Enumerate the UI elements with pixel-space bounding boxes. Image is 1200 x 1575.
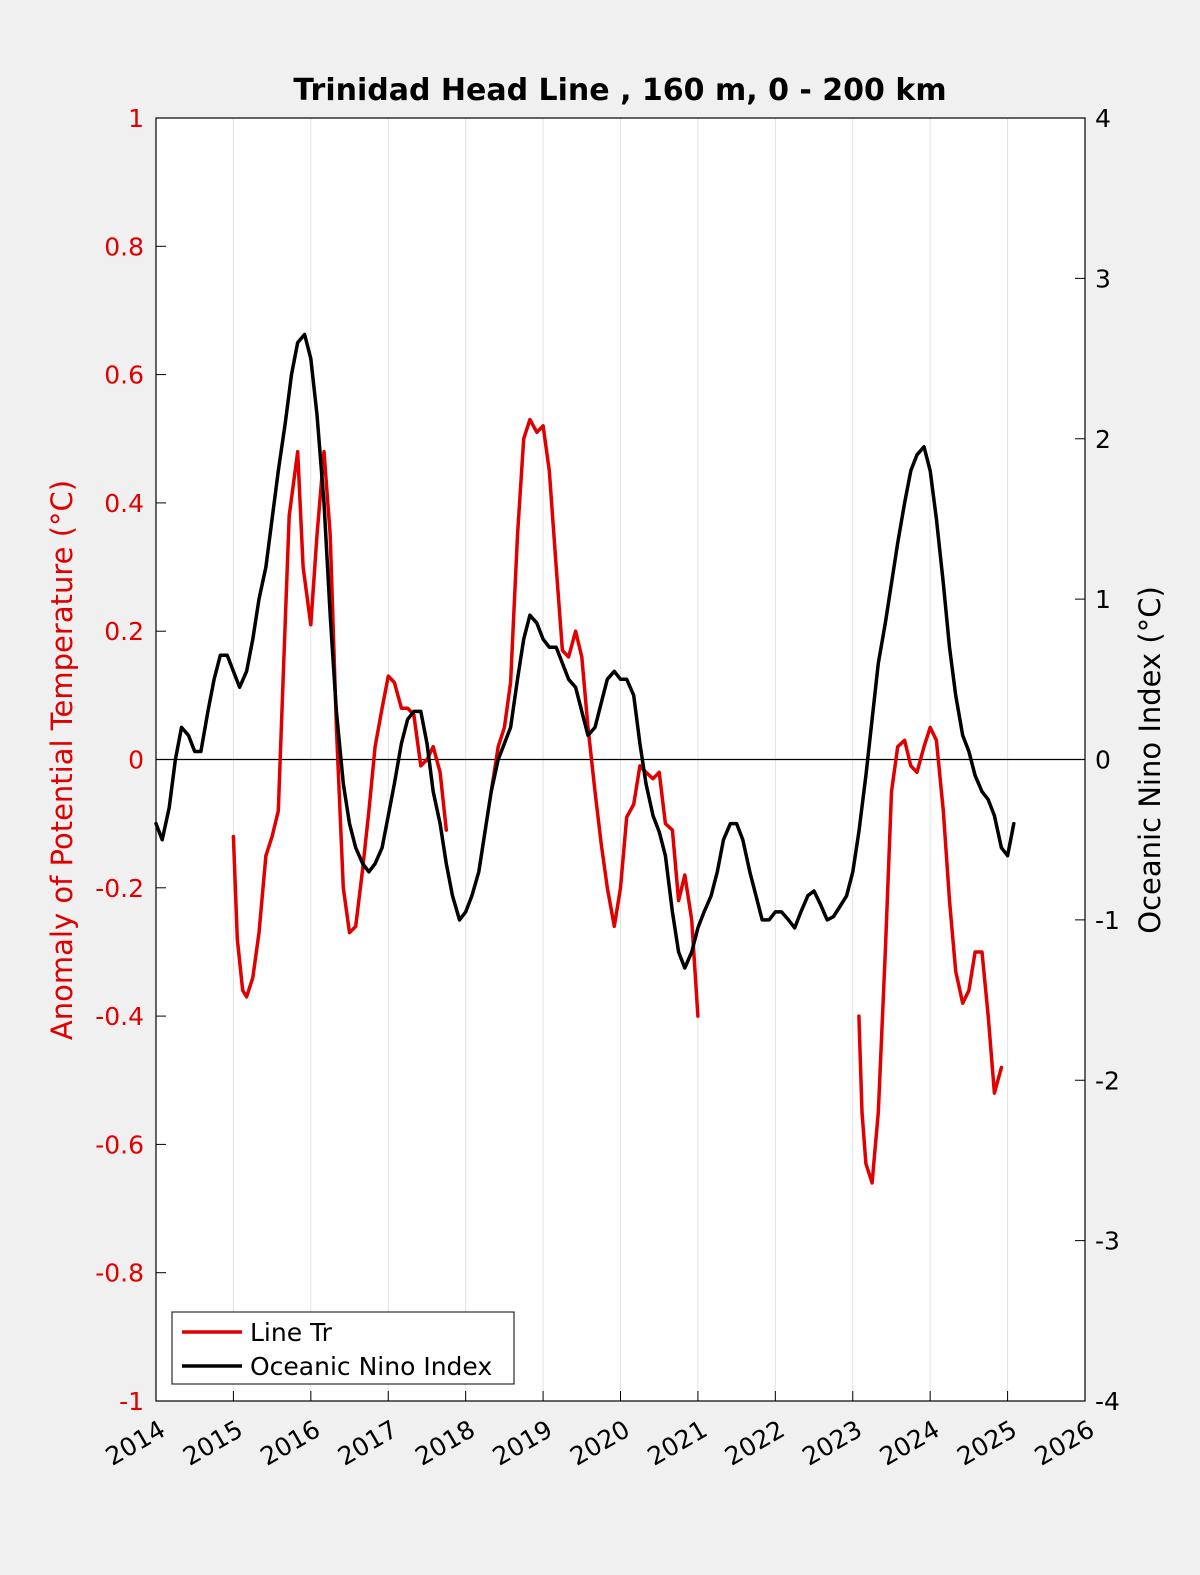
- y-tick-label-right: -3: [1095, 1227, 1120, 1256]
- y-tick-label-right: -4: [1095, 1387, 1120, 1416]
- y-tick-label-left: 0.6: [104, 361, 144, 390]
- series-line-tr-segment-3: [857, 725, 1004, 1185]
- series-line-tr-segment-2: [489, 417, 700, 1018]
- y-tick-label-left: 0.4: [104, 489, 144, 518]
- y-axis-label-left: Anomaly of Potential Temperature (°C): [45, 480, 79, 1040]
- y-tick-label-right: -2: [1095, 1066, 1120, 1095]
- y-tick-label-left: -1: [119, 1387, 144, 1416]
- y-tick-label-left: -0.4: [95, 1002, 144, 1031]
- y-tick-label-right: 0: [1095, 746, 1111, 775]
- legend-box: [171, 1311, 515, 1385]
- y-tick-label-left: 0.8: [104, 232, 144, 261]
- y-tick-label-right: 2: [1095, 425, 1111, 454]
- legend-label-oni: Oceanic Nino Index: [250, 1352, 492, 1381]
- chart-title: Trinidad Head Line , 160 m, 0 - 200 km: [293, 73, 946, 108]
- y-tick-label-right: 1: [1095, 585, 1111, 614]
- legend: Line Tr Oceanic Nino Index: [171, 1311, 515, 1385]
- y-tick-label-left: -0.6: [95, 1130, 144, 1159]
- y-tick-label-left: 1: [128, 104, 144, 133]
- y-tick-label-right: 4: [1095, 104, 1111, 133]
- y-axis-label-right: Oceanic Nino Index (°C): [1133, 586, 1167, 934]
- y-tick-label-left: -0.2: [95, 874, 144, 903]
- y-tick-label-left: 0.2: [104, 617, 144, 646]
- y-tick-label-left: -0.8: [95, 1259, 144, 1288]
- legend-label-line-tr: Line Tr: [250, 1318, 333, 1347]
- series-oni-line: [154, 332, 1016, 970]
- y-tick-label-right: -1: [1095, 906, 1120, 935]
- series-layer: [154, 332, 1016, 1185]
- y-tick-label-right: 3: [1095, 264, 1111, 293]
- y-tick-label-left: 0: [128, 746, 144, 775]
